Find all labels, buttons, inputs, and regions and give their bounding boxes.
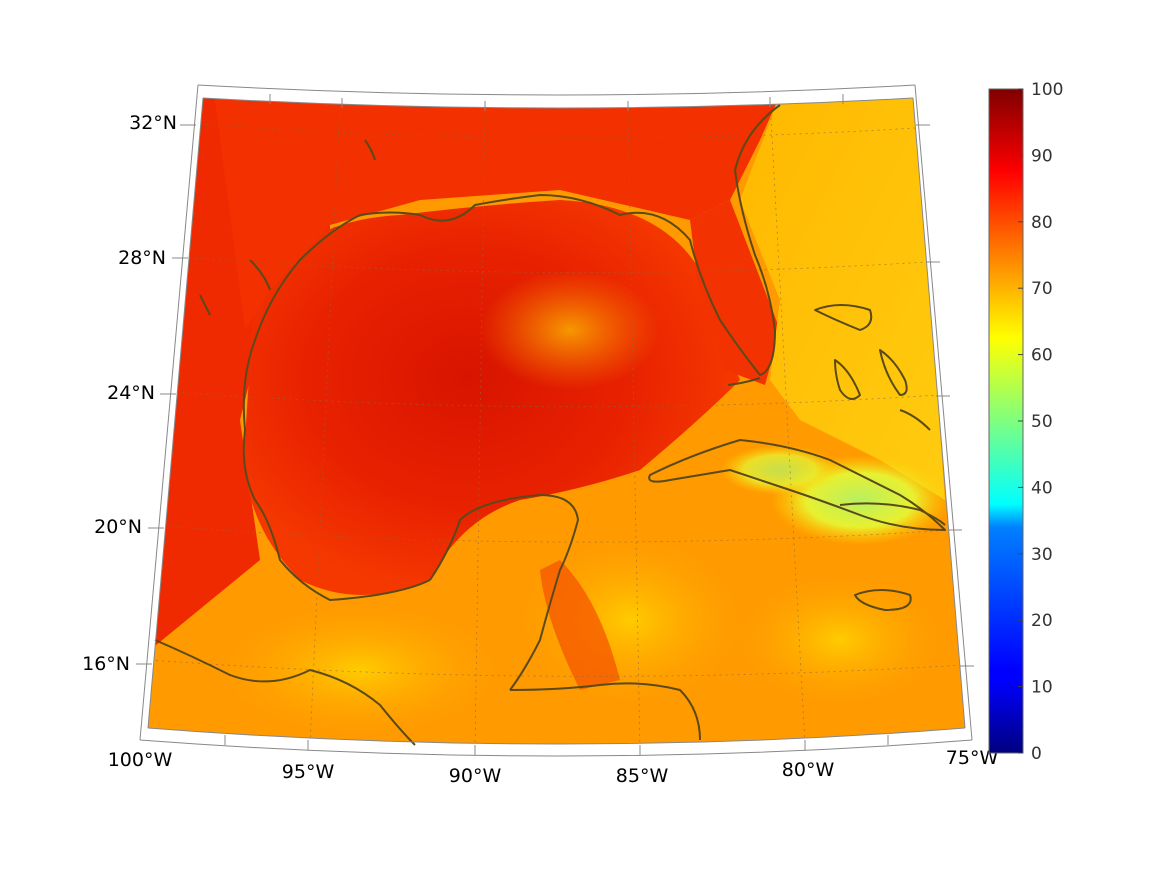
colorbar-tick-label: 60 bbox=[1031, 346, 1053, 366]
colorbar-gradient bbox=[988, 88, 1024, 754]
colorbar-tick-label: 30 bbox=[1031, 545, 1053, 565]
lon-tick-label: 75°W bbox=[946, 747, 999, 769]
colorbar-tick-label: 40 bbox=[1031, 478, 1053, 498]
colorbar-tick-label: 70 bbox=[1031, 279, 1053, 299]
colorbar-tick-label: 20 bbox=[1031, 611, 1053, 631]
lon-tick-label: 95°W bbox=[282, 761, 335, 783]
colorbar-tick-label: 0 bbox=[1031, 744, 1042, 764]
colorbar-tick-label: 90 bbox=[1031, 146, 1053, 166]
lon-tick-label: 80°W bbox=[782, 759, 835, 781]
lat-tick-label: 32°N bbox=[129, 112, 177, 134]
colorbar-tick-label: 80 bbox=[1031, 213, 1053, 233]
lon-tick-label: 85°W bbox=[616, 765, 669, 787]
colorbar-tick-label: 50 bbox=[1031, 412, 1053, 432]
map-frame bbox=[136, 84, 974, 757]
lat-tick-label: 24°N bbox=[107, 382, 155, 404]
colorbar-tick-label: 100 bbox=[1031, 80, 1063, 100]
longitude-labels: 100°W 95°W 90°W 85°W 80°W 75°W bbox=[108, 747, 999, 787]
lat-tick-label: 20°N bbox=[94, 516, 142, 538]
coastlines bbox=[154, 104, 946, 746]
latitude-labels: 16°N 20°N 24°N 28°N 32°N bbox=[82, 112, 177, 675]
lon-tick-label: 100°W bbox=[108, 749, 173, 771]
graticule bbox=[149, 99, 963, 744]
lat-tick-label: 16°N bbox=[82, 653, 130, 675]
lon-tick-label: 90°W bbox=[449, 765, 502, 787]
lat-tick-label: 28°N bbox=[118, 247, 166, 269]
colorbar-tick-label: 10 bbox=[1031, 678, 1053, 698]
map-field bbox=[148, 98, 965, 744]
